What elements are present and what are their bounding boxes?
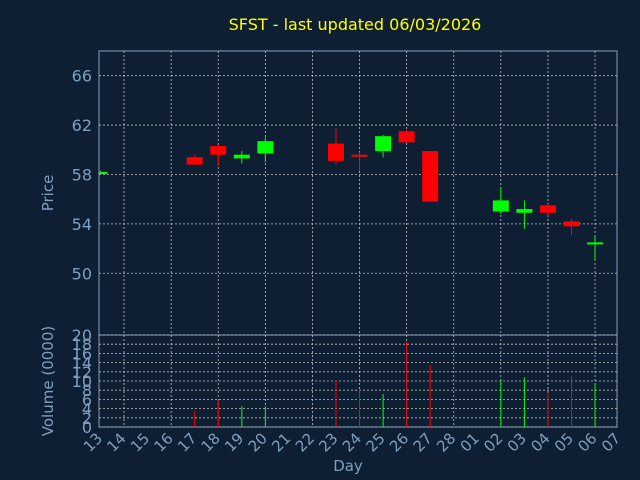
- candle-17: [186, 154, 203, 165]
- volume-tick-6: 6: [82, 390, 92, 409]
- price-axis-label: Price: [39, 175, 57, 212]
- volume-tick-20: 20: [72, 326, 92, 345]
- volume-tick-0: 0: [82, 418, 92, 437]
- price-tick-50: 50: [72, 264, 92, 283]
- price-tick-54: 54: [72, 215, 92, 234]
- candle-06: [587, 236, 604, 261]
- volume-tick-12: 12: [72, 363, 92, 382]
- price-tick-66: 66: [72, 67, 92, 86]
- volume-bar-series: [194, 341, 596, 427]
- volume-tick-2: 2: [82, 409, 92, 428]
- volume-tick-18: 18: [72, 335, 92, 354]
- price-y-tick-labels: 50 54 58 62 66: [72, 67, 92, 284]
- x-axis-label: Day: [333, 457, 363, 475]
- candle-body-24: [351, 154, 368, 157]
- price-gridlines: [99, 51, 617, 335]
- candle-body-18: [210, 146, 227, 155]
- candle-body-03: [516, 209, 533, 213]
- candle-body-20: [257, 141, 274, 154]
- candle-02: [492, 188, 509, 214]
- candle-25: [375, 134, 392, 158]
- chart-title: SFST - last updated 06/03/2026: [229, 15, 482, 34]
- candle-body-06: [587, 242, 604, 245]
- x-tick-labels: 1314151617181920212223242526272801020304…: [80, 429, 624, 455]
- candle-body-04: [539, 205, 556, 213]
- candle-body-19: [233, 154, 250, 159]
- volume-axis-label: Volume (0000): [39, 326, 57, 436]
- candle-05: [563, 218, 580, 235]
- candle-body-26: [398, 131, 415, 143]
- candle-18: [210, 144, 227, 166]
- candle-13: [99, 170, 108, 175]
- volume-tick-8: 8: [82, 381, 92, 400]
- candle-body-25: [375, 136, 392, 152]
- candle-19: [233, 151, 250, 164]
- candle-03: [516, 200, 533, 229]
- volume-tick-10: 10: [72, 372, 92, 391]
- candle-body-02: [492, 200, 509, 212]
- price-tick-62: 62: [72, 116, 92, 135]
- price-tick-58: 58: [72, 165, 92, 184]
- candle-04: [539, 204, 556, 216]
- candle-body-23: [328, 143, 344, 161]
- candle-body-05: [563, 221, 580, 227]
- candle-body-13: [99, 172, 108, 175]
- candle-24: [351, 152, 368, 171]
- volume-tick-16: 16: [72, 344, 92, 363]
- candle-body-27: [422, 151, 439, 202]
- candlestick-series: [99, 128, 604, 261]
- candle-body-17: [186, 157, 203, 165]
- volume-tick-14: 14: [72, 354, 92, 373]
- candle-26: [398, 130, 415, 143]
- candle-20: [257, 137, 274, 163]
- candle-23: [328, 128, 344, 165]
- volume-tick-4: 4: [82, 400, 92, 419]
- candle-27: [422, 151, 439, 202]
